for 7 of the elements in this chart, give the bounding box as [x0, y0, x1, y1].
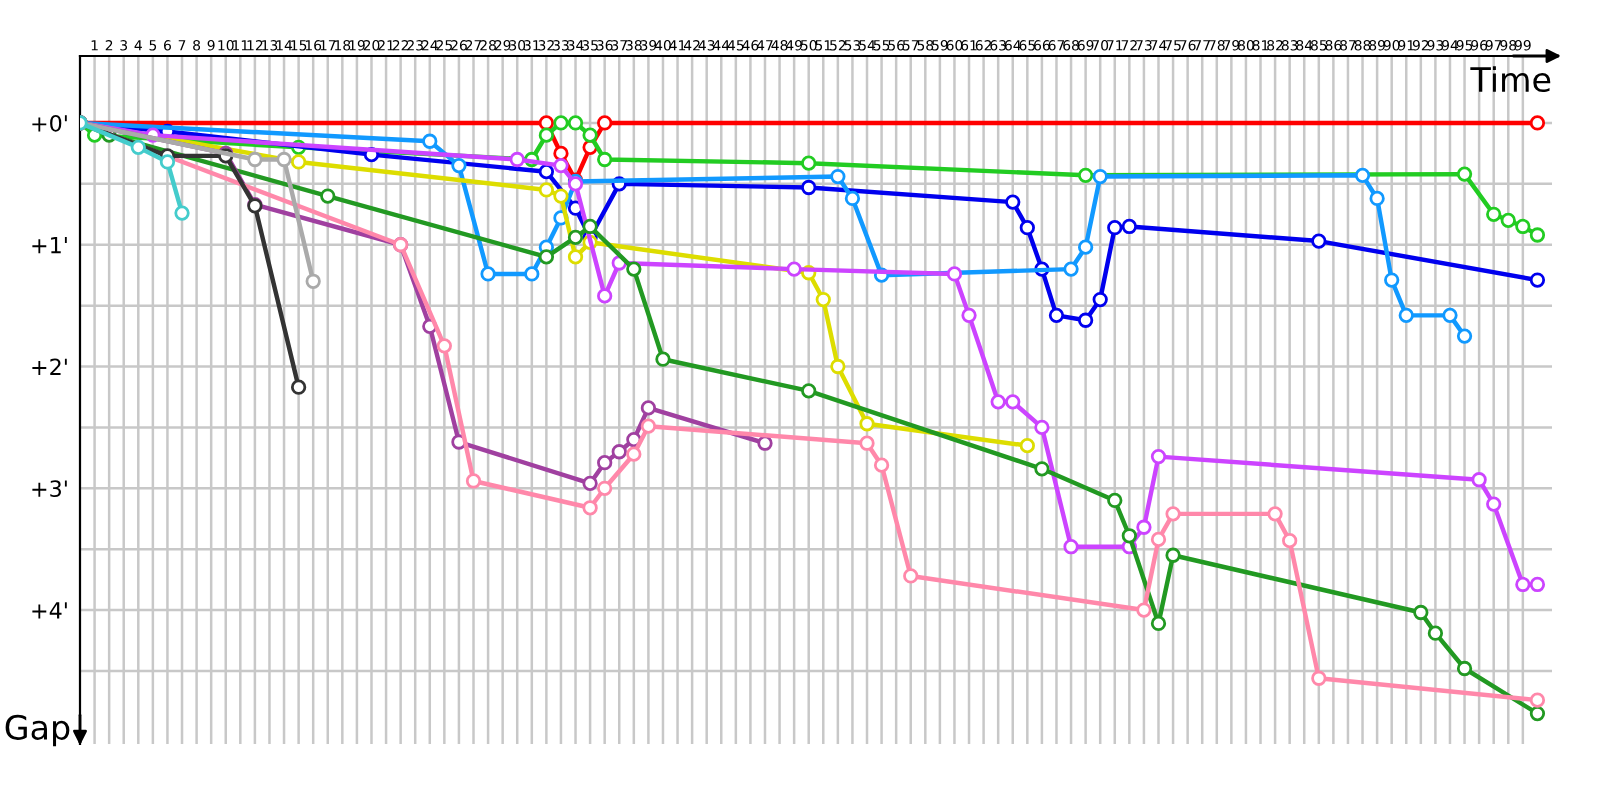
x-axis-title: Time: [1470, 66, 1551, 93]
y-tick-label: +3': [32, 480, 67, 498]
y-tick-label: +2': [32, 358, 67, 375]
y-tick-label: +4': [32, 602, 67, 619]
y-tick-label: +0': [32, 114, 67, 132]
y-axis-title: Gap: [5, 714, 70, 747]
y-tick-label: +1': [32, 236, 67, 254]
